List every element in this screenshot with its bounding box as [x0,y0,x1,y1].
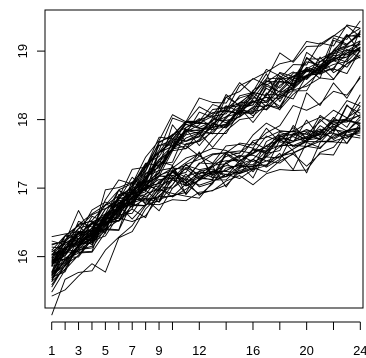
series-line-18 [51,56,361,281]
series-line-54 [51,105,361,263]
x-tick-label: 7 [129,343,136,358]
series-line-55 [51,114,361,262]
series-line-22 [51,77,361,316]
series-layer [51,20,361,316]
series-line-30 [51,47,361,280]
series-line-51 [51,131,361,277]
series-line-52 [51,105,361,256]
x-tick-label: 20 [299,343,313,358]
series-line-47 [51,117,361,258]
y-tick-label: 19 [15,44,30,58]
series-line-41 [51,116,361,256]
series-line-15 [51,75,361,297]
x-tick-label: 1 [48,343,55,358]
series-line-45 [51,125,361,267]
y-tick-label: 18 [15,112,30,126]
series-line-46 [51,126,361,267]
series-line-48 [51,101,361,246]
x-tick-label: 16 [246,343,260,358]
x-tick-label: 3 [75,343,82,358]
series-line-42 [51,127,361,264]
y-tick-label: 17 [15,181,30,195]
series-line-53 [51,127,361,279]
x-tick-label: 24 [353,343,366,358]
x-axis: 1 3 5 7 9 12 16 20 24 [48,321,366,358]
series-line-50 [51,114,361,261]
series-line-24 [51,25,361,238]
x-tick-label: 9 [155,343,162,358]
y-tick-label: 16 [15,249,30,263]
series-line-26 [51,20,361,245]
plot-area-frame [44,9,364,309]
x-tick-label: 5 [102,343,109,358]
series-line-49 [51,130,361,273]
y-axis: 16 17 18 19 [15,44,45,264]
x-tick-label: 12 [192,343,206,358]
series-line-37 [51,122,361,266]
